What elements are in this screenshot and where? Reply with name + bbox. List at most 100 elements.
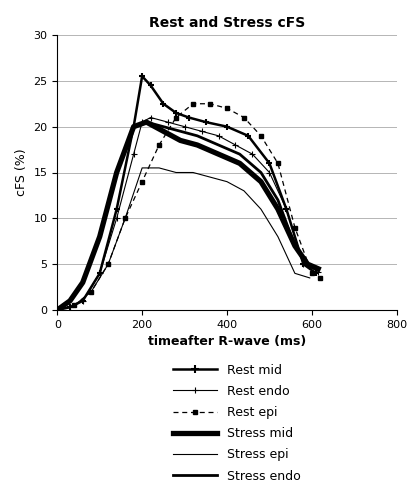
Stress mid: [292, 243, 297, 249]
Line: Stress endo: Stress endo: [57, 122, 318, 310]
Rest mid: [173, 110, 178, 116]
Stress endo: [114, 170, 119, 175]
Stress mid: [97, 234, 102, 239]
Stress endo: [161, 124, 166, 130]
Rest mid: [187, 114, 191, 120]
Stress epi: [106, 261, 110, 267]
Stress epi: [225, 178, 229, 184]
Line: Rest epi: Rest epi: [56, 102, 322, 312]
Rest endo: [67, 304, 72, 310]
Stress endo: [316, 266, 321, 272]
Rest mid: [80, 298, 85, 304]
Rest mid: [97, 270, 102, 276]
Stress mid: [114, 170, 119, 175]
Rest mid: [114, 206, 119, 212]
Stress endo: [292, 243, 297, 249]
Rest mid: [67, 304, 72, 310]
Rest endo: [284, 206, 289, 212]
Legend: Rest mid, Rest endo, Rest epi, Stress mid, Stress epi, Stress endo: Rest mid, Rest endo, Rest epi, Stress mi…: [167, 358, 307, 489]
Stress mid: [67, 298, 72, 304]
Stress epi: [292, 270, 297, 276]
Stress epi: [173, 170, 178, 175]
Rest mid: [314, 270, 319, 276]
Rest epi: [72, 302, 77, 308]
Stress mid: [178, 138, 183, 143]
Stress epi: [55, 307, 60, 313]
Stress mid: [305, 261, 310, 267]
Stress epi: [258, 206, 263, 212]
Rest endo: [148, 114, 153, 120]
Y-axis label: cFS (%): cFS (%): [15, 148, 28, 196]
Rest epi: [258, 133, 263, 139]
Rest epi: [310, 270, 315, 276]
Rest mid: [225, 124, 229, 130]
Rest mid: [203, 119, 208, 125]
Stress epi: [139, 165, 145, 171]
Stress mid: [55, 307, 60, 313]
Stress endo: [178, 128, 183, 134]
Rest epi: [157, 142, 162, 148]
Rest epi: [276, 160, 281, 166]
Rest epi: [106, 261, 110, 267]
Rest endo: [182, 124, 187, 130]
Stress endo: [131, 124, 136, 130]
Rest epi: [207, 101, 213, 107]
Rest mid: [301, 261, 306, 267]
Rest epi: [241, 114, 246, 120]
Rest epi: [123, 216, 128, 222]
Stress epi: [72, 302, 77, 308]
Stress endo: [276, 197, 281, 203]
Rest mid: [161, 101, 166, 107]
Stress endo: [97, 234, 102, 239]
Stress mid: [276, 206, 281, 212]
Stress endo: [305, 261, 310, 267]
Rest epi: [55, 307, 60, 313]
Stress endo: [216, 142, 221, 148]
Rest endo: [131, 151, 136, 157]
Stress mid: [237, 160, 242, 166]
Rest endo: [55, 307, 60, 313]
Rest endo: [139, 119, 145, 125]
Stress mid: [131, 124, 136, 130]
Stress epi: [89, 288, 94, 294]
Rest endo: [165, 119, 170, 125]
Rest endo: [316, 268, 321, 274]
Stress endo: [80, 280, 85, 285]
Line: Rest mid: Rest mid: [54, 73, 319, 314]
Rest endo: [80, 298, 85, 304]
Line: Stress mid: Stress mid: [57, 122, 318, 310]
Rest epi: [292, 224, 297, 230]
Rest mid: [131, 124, 136, 130]
Stress epi: [241, 188, 246, 194]
Rest endo: [114, 216, 119, 222]
Rest epi: [318, 275, 323, 281]
Rest endo: [233, 142, 238, 148]
Stress epi: [157, 165, 162, 171]
Rest endo: [216, 133, 221, 139]
Line: Rest endo: Rest endo: [54, 114, 321, 313]
Stress endo: [144, 119, 149, 125]
Rest mid: [267, 160, 272, 166]
Stress endo: [237, 151, 242, 157]
Stress epi: [207, 174, 213, 180]
Rest endo: [199, 128, 204, 134]
Rest endo: [301, 261, 306, 267]
Stress mid: [258, 178, 263, 184]
Stress endo: [195, 133, 200, 139]
Stress mid: [144, 119, 149, 125]
Rest epi: [225, 106, 229, 112]
Stress mid: [195, 142, 200, 148]
Stress endo: [258, 170, 263, 175]
Rest endo: [97, 270, 102, 276]
Rest mid: [246, 133, 251, 139]
Stress epi: [307, 275, 312, 281]
Stress epi: [276, 234, 281, 239]
Stress mid: [161, 128, 166, 134]
Stress epi: [191, 170, 196, 175]
Rest mid: [284, 206, 289, 212]
Rest epi: [89, 288, 94, 294]
Rest mid: [139, 73, 145, 79]
Rest epi: [173, 114, 178, 120]
Rest mid: [55, 307, 60, 313]
Rest epi: [191, 101, 196, 107]
